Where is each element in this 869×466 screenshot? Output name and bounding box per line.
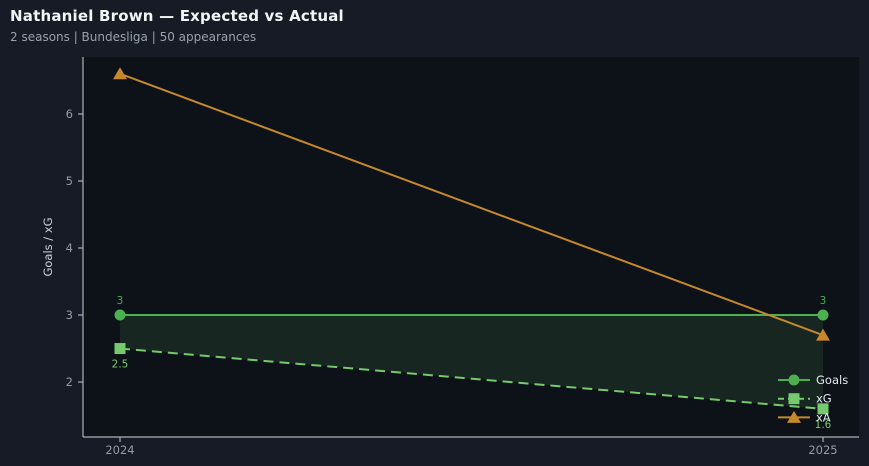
fill-between-goals-xg <box>120 315 823 409</box>
x-axis-tick-label: 2025 <box>808 443 837 457</box>
chart-subtitle: 2 seasons | Bundesliga | 50 appearances <box>10 30 257 44</box>
series-goals-marker <box>114 309 126 321</box>
y-axis-label: Goals / xG <box>41 217 55 276</box>
series-xg-marker <box>817 403 829 415</box>
series-xa-marker <box>816 328 830 341</box>
series-xg-line <box>119 347 824 410</box>
legend-xg-marker-icon <box>788 393 800 405</box>
y-axis-tick-label: 4 <box>66 241 73 255</box>
y-axis-tick-label: 6 <box>66 107 73 121</box>
legend-goals-label: Goals <box>816 373 848 387</box>
chart-title: Nathaniel Brown — Expected vs Actual <box>10 7 344 25</box>
plot-area <box>83 57 859 437</box>
series-xg-marker <box>114 343 126 355</box>
series-xa-marker <box>113 67 127 80</box>
data-label-xg: 1.6 <box>815 419 832 431</box>
data-label-goals: 3 <box>117 295 124 307</box>
data-label-xg: 2.5 <box>112 359 129 371</box>
y-axis-tick-label: 3 <box>66 308 73 322</box>
chart-header: Nathaniel Brown — Expected vs Actual 2 s… <box>10 7 344 44</box>
data-label-goals: 3 <box>820 295 827 307</box>
legend-xg-label: xG <box>816 392 832 406</box>
series-xa-line <box>119 72 824 337</box>
legend-xa-label: xA <box>816 410 831 424</box>
legend-goals-marker-icon <box>788 374 800 386</box>
legend-xa-marker-icon <box>787 410 801 423</box>
series-goals-marker <box>817 309 829 321</box>
y-axis-tick-label: 5 <box>66 174 73 188</box>
x-axis-tick-label: 2024 <box>105 443 134 457</box>
y-axis-tick-label: 2 <box>66 375 73 389</box>
